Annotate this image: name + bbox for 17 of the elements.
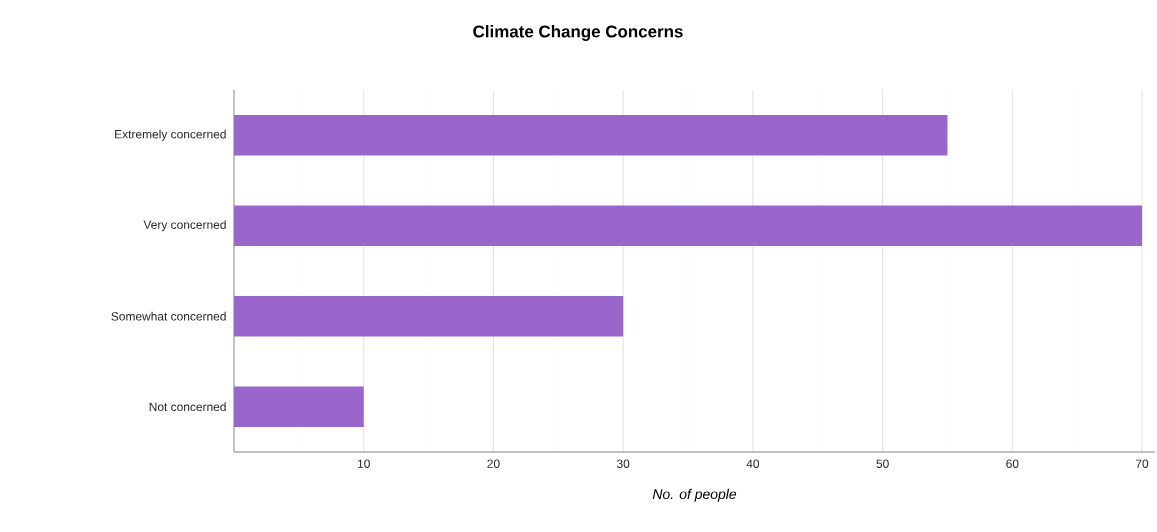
x-axis-title: No. of people xyxy=(652,488,737,502)
chart-title: Climate Change Concerns xyxy=(473,25,683,41)
y-tick-label: Not concerned xyxy=(149,402,226,412)
bar xyxy=(234,386,364,428)
bar xyxy=(234,205,1143,247)
y-tick-label: Extremely concerned xyxy=(115,129,226,141)
x-tick-label: 10 xyxy=(357,459,370,468)
x-tick-label: 20 xyxy=(487,459,500,468)
y-tick-label: Somewhat concerned xyxy=(111,311,226,321)
x-tick-label: 60 xyxy=(1006,459,1019,468)
bar xyxy=(234,114,948,156)
x-tick-label: 70 xyxy=(1135,459,1149,468)
x-tick-label: 30 xyxy=(616,459,630,468)
y-tick-label: Very concerned xyxy=(143,220,226,232)
bar xyxy=(234,295,624,337)
x-tick-label: 40 xyxy=(746,459,760,468)
x-tick-label: 50 xyxy=(876,459,889,468)
